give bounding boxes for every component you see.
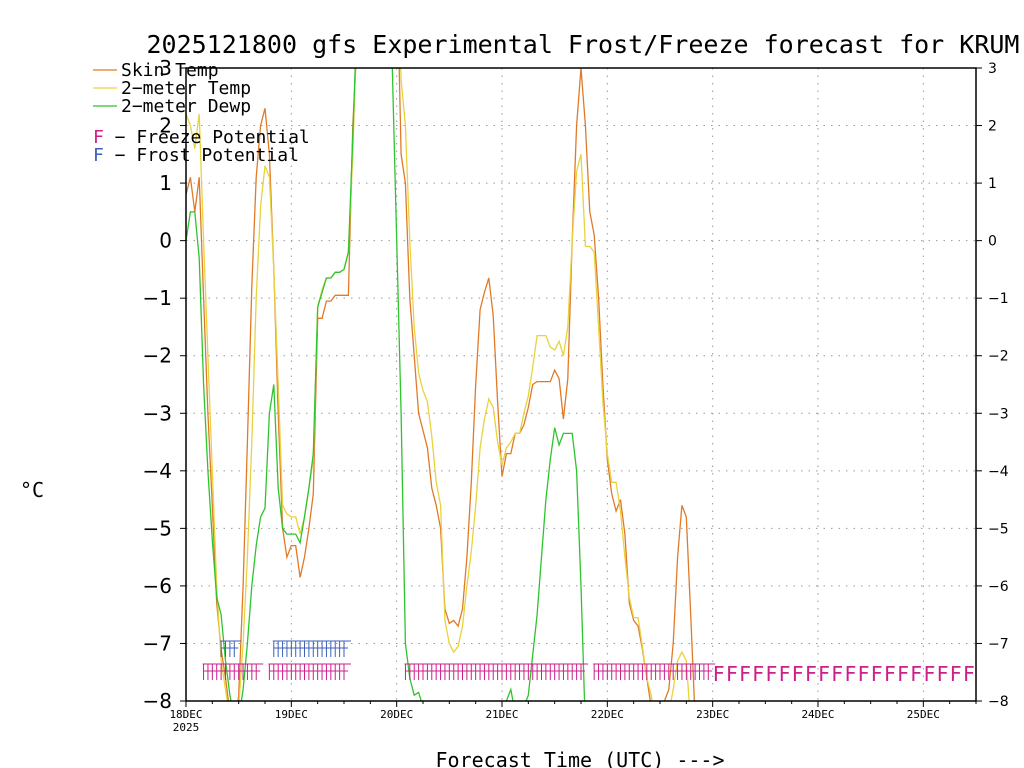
freeze-tail-letter: F (844, 662, 856, 686)
x-tick-label: 18DEC (169, 708, 202, 721)
y-tick-label-right: 0 (988, 234, 997, 250)
x-tick-label: 20DEC (380, 708, 413, 721)
x-tick-label: 21DEC (485, 708, 518, 721)
freeze-tail-letter: F (937, 662, 949, 686)
y-tick-label-right: 1 (988, 176, 997, 192)
y-tick-label: −5 (143, 516, 172, 540)
freeze-tail-letter: F (871, 662, 883, 686)
y-tick-label-right: 3 (988, 61, 997, 77)
freeze-tail-letter: F (792, 662, 804, 686)
freeze-tail-letter: F (963, 662, 975, 686)
freeze-tail-letter: F (831, 662, 843, 686)
series-lines (186, 68, 696, 701)
y-axis-ticks: 3 3 2 2 1 1 0 0 −1 −1 −2 −2 −3 −3 −4 −4 −5 −5 −6 −6 −7 −7 −8 −8 (143, 56, 1009, 713)
y-tick-label-right: −2 (988, 349, 1009, 365)
x-tick-label: 23DEC (696, 708, 729, 721)
x-tick-label: 25DEC (907, 708, 940, 721)
y-tick-label-right: −3 (988, 406, 1009, 422)
y-tick-label-right: −1 (988, 291, 1009, 307)
freeze-tail-letter: F (752, 662, 764, 686)
y-tick-label: 2 (159, 114, 172, 138)
series-2-meter-dewp (186, 68, 586, 701)
y-tick-label: 1 (159, 171, 172, 195)
series-skin-temp (186, 68, 696, 701)
freeze-tail-letter: F (884, 662, 896, 686)
y-tick-label: −7 (143, 631, 172, 655)
y-tick-label: −1 (143, 286, 172, 310)
y-tick-label-right: −6 (988, 579, 1009, 595)
freeze-tail-letter: F (805, 662, 817, 686)
x-tick-label: 24DEC (801, 708, 834, 721)
chart-title: 2025121800 gfs Experimental Frost/Freeze… (147, 30, 1020, 59)
legend-label: Skin Temp (121, 60, 219, 81)
y-tick-label: −6 (143, 574, 172, 598)
y-tick-label-right: −8 (988, 694, 1009, 710)
freeze-tail-letter: F (950, 662, 962, 686)
y-tick-label-right: −4 (988, 464, 1009, 480)
freeze-tail-letter: F (765, 662, 777, 686)
y-tick-label-right: −7 (988, 636, 1009, 652)
y-tick-label: −3 (143, 401, 172, 425)
legend-label: 2−meter Dewp (121, 96, 251, 117)
series-2-meter-temp (186, 68, 690, 701)
y-tick-label: −4 (143, 459, 172, 483)
legend-label: 2−meter Temp (121, 78, 251, 99)
freeze-tail-letter: F (818, 662, 830, 686)
grid-lines (186, 68, 976, 701)
x-tick-label: 22DEC (591, 708, 624, 721)
freeze-tail-letter: F (713, 662, 725, 686)
freeze-tail-letter: F (910, 662, 922, 686)
freeze-tail-letter: F (923, 662, 935, 686)
y-tick-label: −2 (143, 344, 172, 368)
x-tick-label: 19DEC (275, 708, 308, 721)
y-tick-label: 0 (159, 229, 172, 253)
freeze-tail-letter: F (779, 662, 791, 686)
y-tick-label-right: 2 (988, 119, 997, 135)
freeze-tail-letter: F (726, 662, 738, 686)
y-tick-label: 3 (159, 56, 172, 80)
y-tick-label: −8 (143, 689, 172, 713)
freeze-tail-letter: F (897, 662, 909, 686)
x-tick-sublabel: 2025 (173, 721, 200, 734)
y-axis-label: °C (20, 478, 44, 502)
x-axis-label: Forecast Time (UTC) ---> (436, 748, 725, 768)
legend-potential: F − Freeze Potential (93, 127, 310, 148)
freeze-tail-letter: F (858, 662, 870, 686)
y-tick-label-right: −5 (988, 521, 1009, 537)
legend-potential: F − Frost Potential (93, 145, 299, 166)
freeze-tail-letter: F (739, 662, 751, 686)
